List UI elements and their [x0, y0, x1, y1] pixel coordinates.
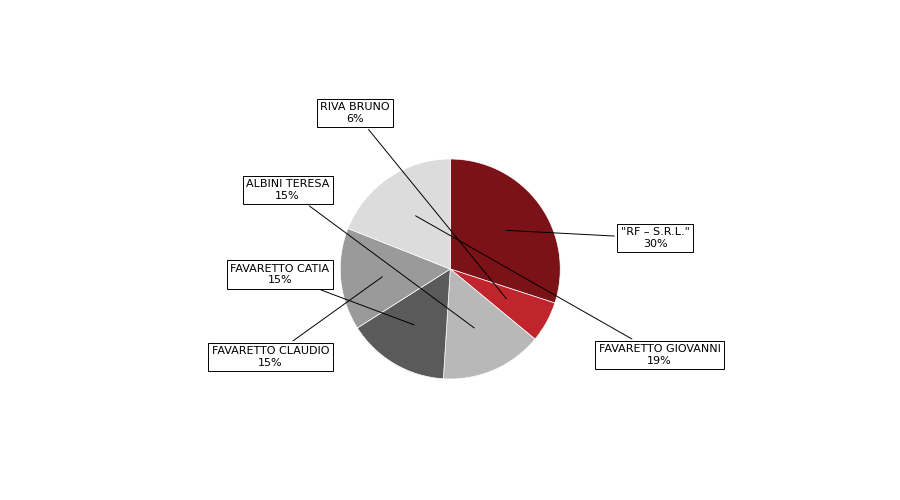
Wedge shape — [450, 159, 560, 303]
Wedge shape — [340, 228, 450, 328]
Wedge shape — [450, 269, 555, 339]
Wedge shape — [357, 269, 450, 379]
Text: FAVARETTO CATIA
15%: FAVARETTO CATIA 15% — [230, 264, 414, 325]
Text: RIVA BRUNO
6%: RIVA BRUNO 6% — [320, 102, 507, 298]
Text: FAVARETTO CLAUDIO
15%: FAVARETTO CLAUDIO 15% — [212, 277, 382, 368]
Wedge shape — [348, 159, 450, 269]
Wedge shape — [444, 269, 535, 379]
Text: FAVARETTO GIOVANNI
19%: FAVARETTO GIOVANNI 19% — [416, 216, 721, 366]
Text: ALBINI TERESA
15%: ALBINI TERESA 15% — [246, 179, 474, 328]
Text: "RF – S.R.L."
30%: "RF – S.R.L." 30% — [507, 228, 689, 249]
